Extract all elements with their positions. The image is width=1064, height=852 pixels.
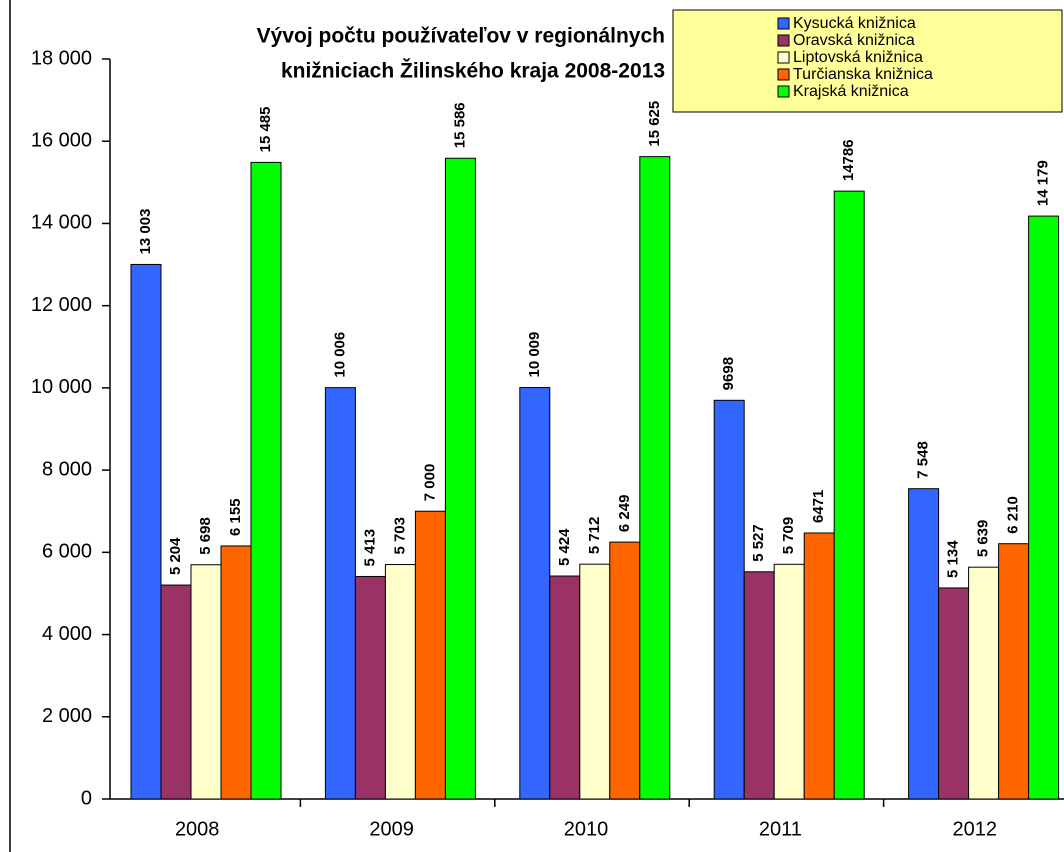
bar	[519, 387, 551, 800]
bar	[803, 532, 835, 800]
bar	[250, 161, 282, 800]
bar	[968, 566, 1000, 800]
bar	[639, 156, 671, 800]
legend-swatch	[777, 68, 790, 81]
bar	[354, 575, 386, 800]
chart-title: Vývoj počtu používateľov v regionálnych	[257, 25, 665, 48]
bar	[324, 387, 356, 800]
data-label: 6 155	[227, 498, 244, 536]
data-label: 10 009	[526, 332, 543, 378]
legend-swatch	[777, 85, 790, 98]
y-tick-label: 10 000	[31, 376, 92, 398]
legend-swatch	[777, 17, 790, 30]
bar	[833, 190, 865, 800]
y-tick-label: 2 000	[42, 705, 92, 727]
chart-title: knižniciach Žilinského kraja 2008-2013	[281, 59, 665, 83]
data-label: 5 709	[780, 517, 797, 555]
data-label: 5 204	[167, 537, 184, 575]
bar	[549, 575, 581, 800]
data-label: 5 413	[361, 529, 378, 567]
data-label: 7 548	[915, 441, 932, 479]
bar	[713, 399, 745, 800]
bar	[998, 543, 1030, 800]
bar	[384, 564, 416, 800]
data-label: 5 424	[556, 528, 573, 566]
data-label: 5 134	[945, 540, 962, 578]
data-label: 15 625	[646, 101, 663, 147]
x-tick-label: 2010	[564, 818, 609, 840]
bar	[743, 571, 775, 800]
legend-label: Krajská knižnica	[793, 83, 909, 100]
data-label: 5 639	[975, 520, 992, 558]
bar	[160, 584, 192, 800]
data-label: 10 006	[331, 332, 348, 378]
legend-label: Turčianska knižnica	[793, 66, 933, 83]
data-label: 5 527	[750, 524, 767, 562]
data-label: 5 712	[586, 517, 603, 555]
data-label: 14786	[840, 139, 857, 181]
bar	[938, 587, 970, 800]
bar	[1028, 215, 1060, 800]
data-label: 5 703	[391, 517, 408, 555]
data-label: 15 586	[451, 102, 468, 148]
data-label: 6471	[810, 490, 827, 523]
data-label: 14 179	[1035, 160, 1052, 206]
bar	[130, 263, 162, 800]
data-label: 6 210	[1005, 496, 1022, 534]
x-tick-label: 2011	[759, 818, 802, 840]
bar	[220, 545, 252, 800]
bar	[414, 510, 446, 800]
data-label: 7 000	[421, 464, 438, 502]
bar	[908, 488, 940, 800]
data-label: 6 249	[616, 495, 633, 533]
bar	[190, 564, 222, 800]
y-tick-label: 0	[81, 787, 92, 809]
legend-swatch	[777, 51, 790, 64]
legend-swatch	[777, 34, 790, 47]
bar	[444, 157, 476, 800]
data-label: 9698	[720, 357, 737, 390]
legend-label: Kysucká knižnica	[793, 15, 916, 32]
legend-box	[672, 9, 1063, 113]
y-tick-label: 16 000	[31, 130, 92, 152]
y-tick-label: 6 000	[42, 541, 92, 563]
y-tick-label: 12 000	[31, 294, 92, 316]
x-tick-label: 2012	[953, 818, 998, 840]
bar	[609, 541, 641, 800]
data-label: 5 698	[197, 517, 214, 555]
y-tick-label: 14 000	[31, 212, 92, 234]
legend-label: Oravská knižnica	[793, 32, 915, 49]
legend-label: Liptovská knižnica	[793, 49, 923, 66]
y-tick-label: 18 000	[31, 47, 92, 69]
x-tick-label: 2009	[369, 818, 414, 840]
y-tick-label: 8 000	[42, 458, 92, 480]
data-label: 15 485	[257, 107, 274, 153]
x-tick-label: 2008	[175, 818, 220, 840]
bar	[579, 563, 611, 800]
y-tick-label: 4 000	[42, 623, 92, 645]
data-label: 13 003	[137, 209, 154, 255]
bar	[773, 563, 805, 800]
